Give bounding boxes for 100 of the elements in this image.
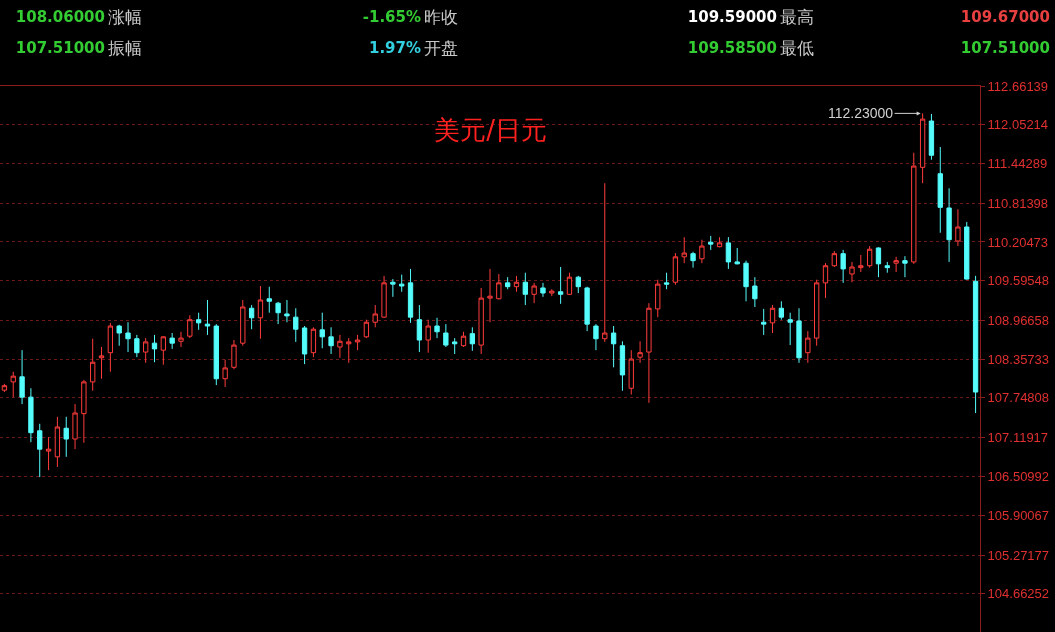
candlestick: [946, 187, 952, 263]
text: 振幅: [108, 38, 142, 58]
text: 107.51000: [960, 38, 1050, 58]
y-tick-label: 107.11917: [987, 430, 1049, 446]
candlestick: [893, 256, 899, 273]
candlestick: [619, 340, 626, 392]
candlestick: [328, 326, 334, 355]
candlestick: [107, 322, 114, 373]
candlestick: [593, 323, 599, 351]
candlestick: [248, 304, 255, 330]
candlestick: [637, 340, 643, 364]
candlestick: [266, 286, 272, 314]
candlestick: [796, 307, 802, 364]
candlestick: [452, 337, 458, 355]
candlestick: [434, 317, 440, 339]
candlestick: [125, 321, 131, 353]
candlestick: [840, 249, 846, 284]
candlestick: [681, 236, 687, 264]
candlestick: [699, 239, 705, 264]
candlestick: [231, 339, 237, 370]
candlestick: [178, 331, 184, 348]
candlestick: [557, 266, 564, 305]
candlestick: [911, 152, 917, 265]
text: 最低: [780, 38, 814, 58]
y-tick-label: 112.05214: [987, 117, 1049, 133]
candlestick: [381, 275, 387, 319]
candlestick: [937, 146, 943, 234]
text: -1.65%: [362, 7, 421, 27]
candlestick: [10, 371, 16, 398]
candlestick: [964, 221, 970, 281]
y-tick-label: 106.50992: [987, 469, 1050, 485]
candlestick: [37, 423, 43, 478]
candlestick: [531, 282, 537, 304]
y-tick-label: 107.74808: [987, 390, 1050, 406]
candlestick: [160, 335, 166, 366]
y-tick-label: 108.96658: [987, 313, 1050, 329]
candlestick: [849, 261, 855, 283]
candlestick: [337, 334, 343, 359]
y-tick-label: 108.35733: [987, 351, 1050, 367]
text: 美元/日元: [434, 114, 547, 145]
y-tick-label: 105.27177: [987, 547, 1050, 563]
candlestick: [257, 285, 264, 340]
candlestick: [213, 323, 219, 386]
candlestick: [390, 278, 396, 298]
candlestick: [708, 235, 714, 251]
candlestick: [496, 273, 502, 300]
candlestick: [187, 314, 193, 339]
candlestick: [787, 312, 793, 346]
candlestick: [469, 326, 476, 352]
candlestick: [663, 272, 670, 290]
candlestick: [45, 436, 52, 471]
candlestick: [416, 304, 423, 353]
candlestick: [972, 275, 979, 414]
candlestick: [822, 262, 829, 299]
candlestick: [204, 299, 211, 336]
candlestick: [319, 312, 325, 349]
candlestick: [151, 334, 158, 363]
candlestick: [575, 275, 581, 294]
y-tick-label: 105.90067: [987, 507, 1050, 523]
text: 107.51000: [15, 38, 105, 58]
candlestick: [98, 346, 105, 380]
candlestick: [195, 312, 202, 331]
candlestick: [743, 260, 749, 302]
candlestick: [725, 236, 732, 270]
candlestick: [293, 307, 299, 343]
candlestick: [354, 334, 361, 351]
text: 1.97%: [368, 38, 421, 58]
candlestick: [655, 279, 661, 318]
candlestick: [566, 272, 573, 296]
candlestick: [805, 330, 811, 364]
candlestick: [54, 416, 61, 468]
text: 108.06000: [15, 7, 105, 27]
candlestick: [610, 325, 617, 368]
y-tick-label: 112.66139: [987, 78, 1049, 94]
candlestick: [72, 403, 78, 450]
candlestick: [884, 261, 890, 274]
text: 109.67000: [960, 7, 1050, 27]
candlestick: [540, 282, 546, 298]
candlestick: [866, 245, 873, 269]
candlestick: [928, 113, 935, 161]
y-tick-label: 111.44289: [987, 155, 1048, 171]
candlestick: [460, 331, 467, 348]
y-tick-label: 110.81398: [987, 195, 1049, 211]
candlestick: [814, 279, 820, 347]
candlestick: [346, 337, 352, 364]
candlestick: [372, 304, 378, 328]
candlestick: [504, 276, 511, 290]
candlestick: [425, 319, 431, 354]
candlestick: [478, 287, 484, 355]
candlestick: [761, 308, 767, 336]
candlestick: [875, 246, 882, 278]
candlestick: [734, 247, 740, 265]
candlestick: [301, 325, 308, 365]
candlestick: [407, 268, 414, 324]
candlestick: [143, 337, 149, 364]
candlestick: [778, 300, 785, 321]
candlestick: [19, 349, 25, 405]
candlestick: [63, 416, 69, 458]
candlestick: [831, 250, 837, 268]
candlestick: [646, 302, 652, 404]
